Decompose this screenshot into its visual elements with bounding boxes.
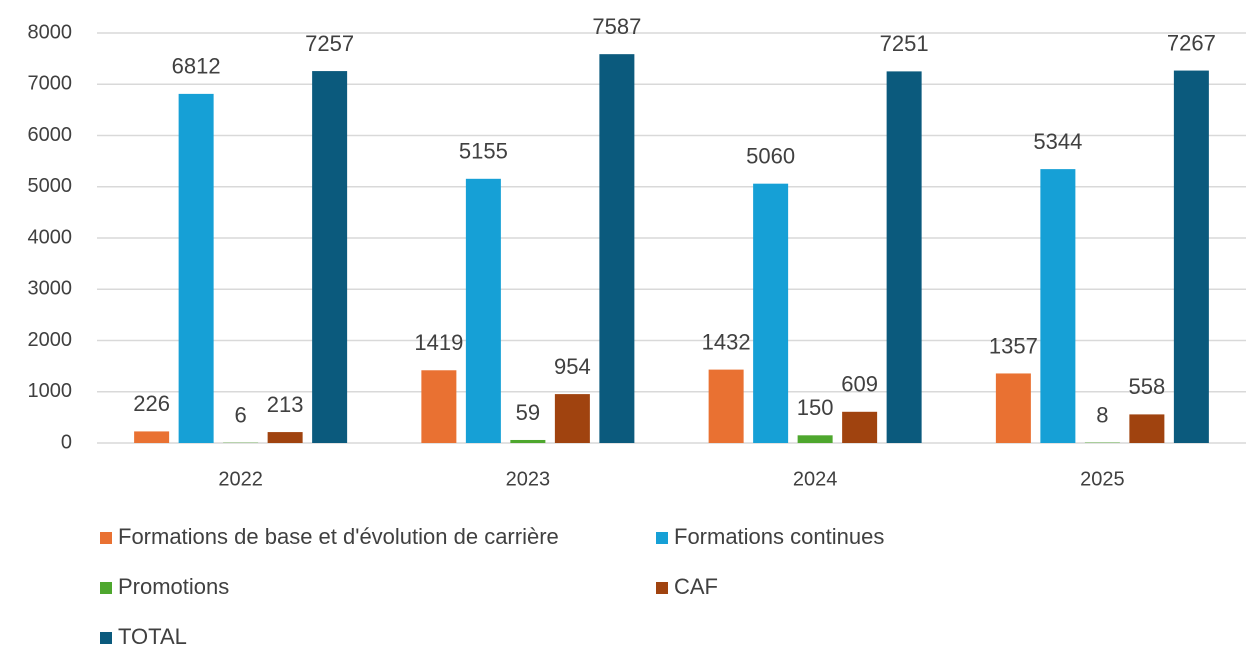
data-label: 5060 bbox=[746, 143, 795, 168]
data-label: 5155 bbox=[459, 139, 508, 164]
legend-label: TOTAL bbox=[118, 624, 187, 649]
data-label: 1432 bbox=[702, 329, 751, 354]
y-tick-label: 6000 bbox=[28, 124, 73, 146]
bar bbox=[134, 431, 170, 443]
data-label: 7251 bbox=[880, 31, 929, 56]
y-tick-label: 8000 bbox=[28, 21, 73, 43]
bar bbox=[753, 183, 789, 444]
y-tick-label: 1000 bbox=[28, 380, 73, 402]
data-label: 150 bbox=[797, 395, 834, 420]
y-tick-label: 5000 bbox=[28, 175, 73, 197]
data-label: 7267 bbox=[1167, 30, 1216, 55]
data-label: 5344 bbox=[1033, 129, 1082, 154]
bar bbox=[842, 411, 878, 443]
bar bbox=[886, 71, 922, 443]
legend-label: Formations continues bbox=[674, 524, 884, 549]
legend-swatch bbox=[100, 582, 112, 594]
y-tick-label: 2000 bbox=[28, 329, 73, 351]
legend-swatch bbox=[656, 582, 668, 594]
legend-label: CAF bbox=[674, 574, 718, 599]
bar bbox=[1129, 414, 1165, 443]
bar bbox=[421, 370, 457, 443]
data-label: 7257 bbox=[305, 31, 354, 56]
bar bbox=[267, 432, 303, 443]
legend-label: Promotions bbox=[118, 574, 229, 599]
bar bbox=[708, 369, 744, 443]
bar bbox=[554, 394, 590, 443]
y-tick-label: 3000 bbox=[28, 278, 73, 300]
x-tick-label: 2025 bbox=[1080, 468, 1125, 490]
data-label: 8 bbox=[1096, 402, 1108, 427]
legend-swatch bbox=[100, 632, 112, 644]
data-label: 226 bbox=[133, 391, 170, 416]
data-label: 7587 bbox=[592, 14, 641, 39]
y-tick-label: 0 bbox=[61, 431, 72, 453]
bar bbox=[510, 439, 546, 443]
data-label: 1357 bbox=[989, 333, 1038, 358]
data-label: 1419 bbox=[414, 330, 463, 355]
bar bbox=[178, 93, 214, 443]
data-label: 6812 bbox=[172, 54, 221, 79]
x-tick-label: 2022 bbox=[218, 468, 263, 490]
y-tick-label: 7000 bbox=[28, 73, 73, 95]
data-label: 213 bbox=[267, 392, 304, 417]
bar bbox=[465, 178, 501, 443]
y-tick-label: 4000 bbox=[28, 226, 73, 248]
data-label: 954 bbox=[554, 354, 591, 379]
bar bbox=[797, 435, 833, 443]
bar bbox=[1040, 169, 1076, 443]
x-tick-label: 2023 bbox=[506, 468, 551, 490]
bar bbox=[599, 54, 635, 443]
legend-label: Formations de base et d'évolution de car… bbox=[118, 524, 559, 549]
bar bbox=[312, 71, 348, 444]
data-label: 6 bbox=[235, 403, 247, 428]
legend-swatch bbox=[100, 532, 112, 544]
data-label: 59 bbox=[516, 400, 540, 425]
x-tick-label: 2024 bbox=[793, 468, 838, 490]
bar bbox=[1173, 70, 1209, 443]
legend-swatch bbox=[656, 532, 668, 544]
data-label: 558 bbox=[1129, 374, 1166, 399]
data-label: 609 bbox=[841, 372, 878, 397]
bar bbox=[995, 373, 1031, 443]
